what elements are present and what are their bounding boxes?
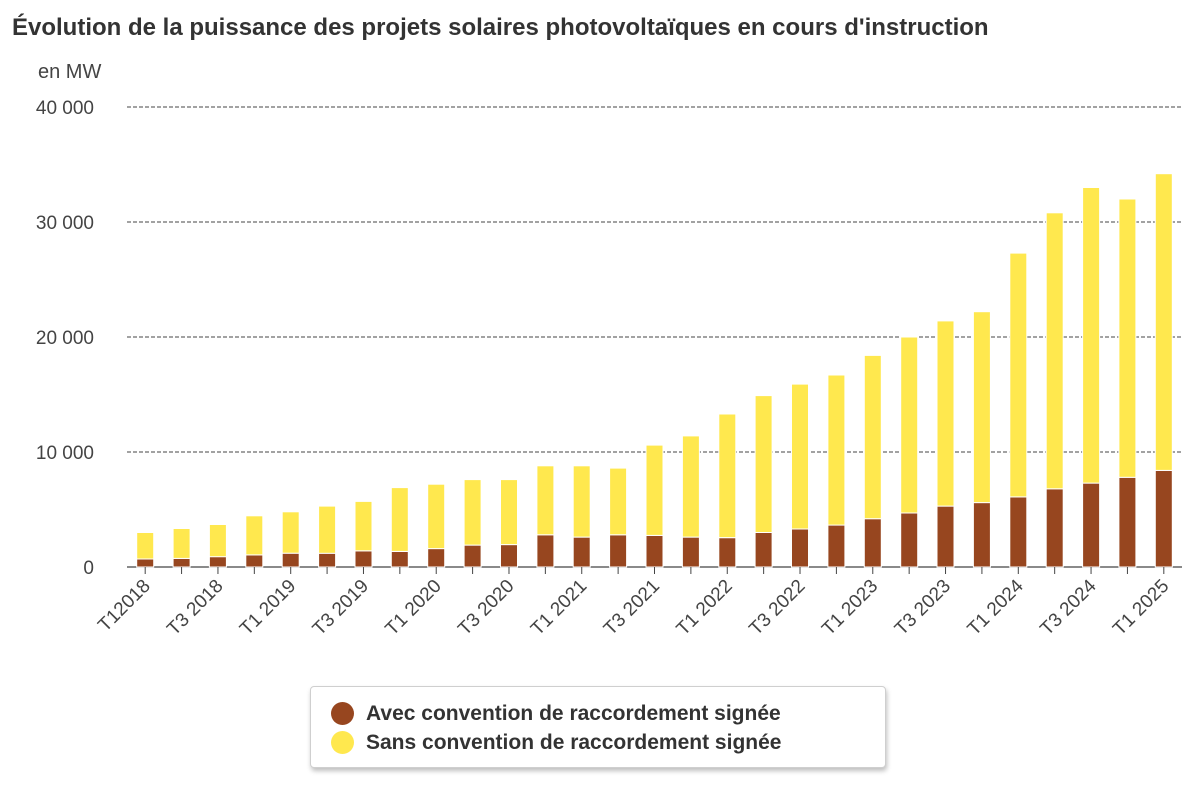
x-tick-label: T1 2023 (818, 576, 882, 640)
bar-with-convention[interactable] (1118, 476, 1137, 568)
bar-with-convention[interactable] (427, 548, 446, 568)
bar-with-convention[interactable] (245, 554, 264, 568)
y-tick-label: 40 000 (36, 98, 94, 119)
x-tick-label: T12018 (94, 576, 154, 636)
legend: Avec convention de raccordement signée S… (310, 686, 886, 768)
gridlines (127, 106, 1182, 568)
bar-with-convention[interactable] (936, 505, 955, 568)
bar-with-convention[interactable] (390, 551, 409, 568)
bar-without-convention[interactable] (791, 383, 809, 530)
bar-without-convention[interactable] (1082, 187, 1101, 484)
bar-with-convention[interactable] (645, 534, 664, 568)
bar-with-convention[interactable] (863, 518, 882, 568)
legend-marker-with-convention (331, 702, 354, 725)
bar-with-convention[interactable] (609, 534, 628, 568)
x-tick-label: T3 2022 (745, 576, 809, 640)
bar-with-convention[interactable] (1154, 469, 1173, 568)
bar-without-convention[interactable] (936, 320, 955, 507)
bar-without-convention[interactable] (463, 479, 482, 546)
bar-without-convention[interactable] (318, 505, 337, 554)
bars (136, 173, 1173, 574)
bar-with-convention[interactable] (1082, 482, 1101, 568)
bar-without-convention[interactable] (390, 487, 409, 552)
bar-with-convention[interactable] (572, 536, 591, 568)
bar-without-convention[interactable] (863, 354, 882, 520)
bar-without-convention[interactable] (427, 483, 446, 550)
x-tick-label: T1 2021 (527, 576, 591, 640)
bar-with-convention[interactable] (281, 552, 300, 568)
bar-with-convention[interactable] (791, 528, 809, 568)
bar-with-convention[interactable] (208, 556, 227, 568)
bar-with-convention[interactable] (900, 512, 919, 568)
y-axis-ticks: 0 10 000 20 000 30 000 40 000 (36, 98, 94, 579)
bar-without-convention[interactable] (972, 311, 991, 504)
x-tick-label: T1 2022 (673, 576, 737, 640)
y-tick-label: 30 000 (36, 213, 94, 234)
bar-with-convention[interactable] (318, 552, 337, 568)
y-tick-label: 0 (83, 558, 94, 579)
x-tick-label: T3 2018 (163, 576, 227, 640)
x-axis-ticks: T12018 T3 2018 T1 2019 T3 2019 T1 2020 T3 202… (94, 575, 1173, 639)
bar-with-convention[interactable] (463, 544, 482, 568)
x-tick-label: T3 2021 (600, 576, 664, 640)
bar-without-convention[interactable] (172, 528, 191, 559)
bar-without-convention[interactable] (681, 435, 700, 538)
bar-with-convention[interactable] (1009, 496, 1028, 568)
x-tick-label: T3 2020 (454, 576, 518, 640)
bar-without-convention[interactable] (1154, 173, 1173, 471)
legend-label-without-convention: Sans convention de raccordement signée (366, 730, 782, 754)
bar-with-convention[interactable] (500, 544, 518, 568)
x-tick-label: T1 2019 (236, 576, 300, 640)
x-tick-label: T1 2024 (964, 575, 1028, 639)
bar-with-convention[interactable] (354, 550, 373, 568)
legend-item-without-convention[interactable]: Sans convention de raccordement signée (331, 728, 885, 757)
bar-without-convention[interactable] (754, 395, 773, 533)
legend-label-with-convention: Avec convention de raccordement signée (366, 701, 781, 725)
y-axis-unit-label: en MW (38, 61, 101, 83)
bar-without-convention[interactable] (136, 532, 155, 560)
y-tick-label: 10 000 (36, 443, 94, 464)
bar-without-convention[interactable] (645, 444, 664, 536)
legend-marker-without-convention (331, 731, 354, 754)
chart-title: Évolution de la puissance des projets so… (12, 14, 989, 41)
x-tick-label: T3 2024 (1036, 575, 1100, 639)
bar-without-convention[interactable] (827, 374, 846, 526)
x-tick-label: T1 2025 (1109, 576, 1173, 640)
bar-with-convention[interactable] (754, 532, 773, 568)
bar-without-convention[interactable] (208, 524, 227, 558)
bar-with-convention[interactable] (136, 558, 155, 568)
legend-item-with-convention[interactable]: Avec convention de raccordement signée (331, 699, 885, 728)
bar-without-convention[interactable] (572, 465, 591, 538)
bar-with-convention[interactable] (972, 502, 991, 568)
bar-with-convention[interactable] (536, 534, 555, 568)
bar-without-convention[interactable] (1045, 212, 1064, 490)
bar-without-convention[interactable] (1009, 252, 1028, 498)
x-tick-label: T3 2023 (891, 576, 955, 640)
bar-with-convention[interactable] (718, 537, 737, 568)
x-tick-label: T1 2020 (382, 576, 446, 640)
bar-without-convention[interactable] (354, 500, 373, 552)
y-tick-label: 20 000 (36, 328, 94, 349)
bar-with-convention[interactable] (1045, 488, 1064, 568)
x-tick-label: T3 2019 (309, 576, 373, 640)
bar-without-convention[interactable] (500, 479, 518, 546)
bar-with-convention[interactable] (827, 524, 846, 568)
bar-with-convention[interactable] (681, 536, 700, 568)
bar-without-convention[interactable] (900, 336, 919, 514)
bar-without-convention[interactable] (609, 467, 628, 536)
bar-without-convention[interactable] (536, 465, 555, 536)
bar-without-convention[interactable] (718, 413, 737, 539)
bar-with-convention[interactable] (172, 557, 191, 568)
bar-without-convention[interactable] (281, 511, 300, 554)
bar-without-convention[interactable] (245, 515, 264, 556)
bar-without-convention[interactable] (1118, 198, 1137, 478)
